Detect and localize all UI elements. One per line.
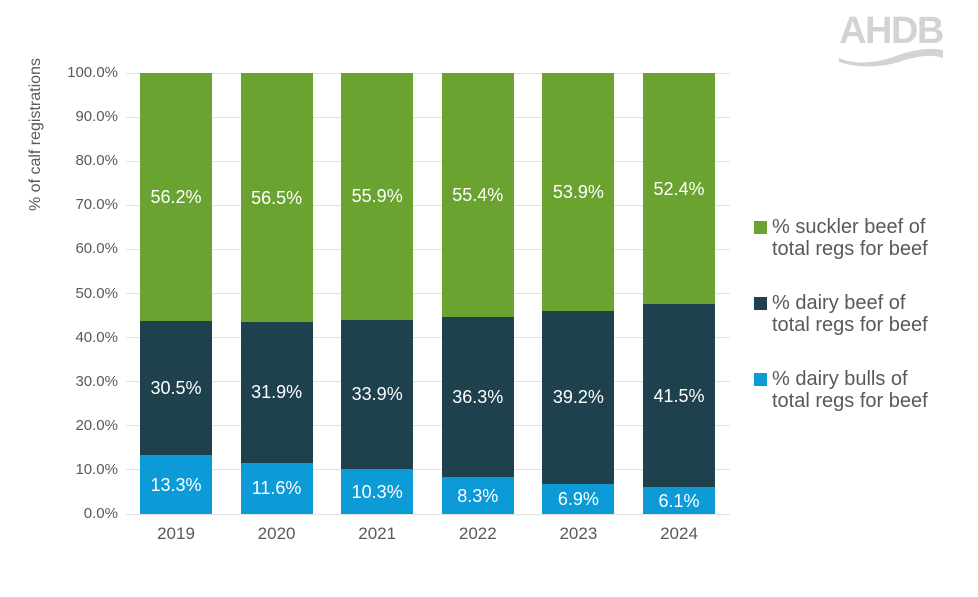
bar-2023: 53.9% 39.2% 6.9% bbox=[542, 73, 615, 514]
gridline bbox=[126, 381, 730, 383]
x-tick-label: 2024 bbox=[660, 524, 698, 543]
y-tick-label: 0.0% bbox=[83, 505, 118, 522]
x-tick-label: 2022 bbox=[458, 524, 497, 543]
legend-label: % suckler beef of total regs for beef bbox=[772, 216, 928, 260]
bar-segment: 30.5% bbox=[140, 320, 212, 456]
bar-segment-label: 56.2% bbox=[150, 186, 202, 207]
legend-label-line: % suckler beef of bbox=[772, 216, 926, 238]
y-tick-label: 100.0% bbox=[67, 64, 118, 81]
bar-segment-label: 55.4% bbox=[452, 185, 504, 206]
y-tick-label: 50.0% bbox=[75, 284, 118, 302]
gridline bbox=[126, 469, 730, 471]
legend-label-line: % dairy beef of bbox=[772, 292, 906, 314]
bar-segment-label: 36.3% bbox=[452, 387, 504, 408]
legend-label-line: % dairy bulls of bbox=[772, 368, 908, 390]
bar-segment-label: 39.2% bbox=[552, 387, 604, 408]
x-tick-label: 2019 bbox=[157, 524, 195, 543]
gridline bbox=[126, 204, 730, 206]
bar-segment: 55.4% bbox=[441, 73, 514, 318]
gridline bbox=[126, 248, 730, 250]
ahdb-logo: AHDB bbox=[836, 12, 946, 68]
bar-2024: 52.4% 41.5% 6.1% bbox=[643, 73, 715, 514]
gridline bbox=[126, 513, 730, 515]
ahdb-logo-text: AHDB bbox=[839, 10, 944, 52]
gridline bbox=[126, 160, 730, 162]
y-tick-label: 10.0% bbox=[75, 460, 118, 478]
bar-segment: 33.9% bbox=[341, 319, 414, 469]
y-tick-label: 30.0% bbox=[75, 372, 118, 390]
bar-2022: 55.4% 36.3% 8.3% bbox=[441, 73, 514, 514]
bar-segment-label: 41.5% bbox=[653, 385, 705, 406]
bar-segment: 39.2% bbox=[542, 310, 615, 484]
bar-segment-label: 6.9% bbox=[557, 488, 599, 509]
legend-label: % dairy beef of total regs for beef bbox=[772, 292, 928, 336]
y-tick-label: 40.0% bbox=[75, 328, 118, 346]
legend-item: % dairy beef of total regs for beef bbox=[754, 292, 928, 336]
bar-2019: 56.2% 30.5% 13.3% bbox=[140, 73, 212, 514]
bar-segment: 55.9% bbox=[341, 73, 414, 320]
bar-segment-label: 10.3% bbox=[351, 481, 403, 502]
gridline bbox=[126, 116, 730, 118]
x-tick-label: 2023 bbox=[559, 524, 598, 543]
bar-segment-label: 13.3% bbox=[150, 474, 202, 495]
bar-segment: 6.9% bbox=[542, 483, 615, 514]
bar-segment: 52.4% bbox=[643, 73, 715, 305]
legend-label-line: total regs for beef bbox=[772, 238, 928, 260]
bar-segment: 31.9% bbox=[240, 322, 313, 463]
bar-segment: 53.9% bbox=[542, 73, 615, 311]
legend-label-line: total regs for beef bbox=[772, 390, 928, 412]
legend-item: % suckler beef of total regs for beef bbox=[754, 216, 928, 260]
x-tick-label: 2020 bbox=[257, 524, 296, 543]
bar-segment-label: 33.9% bbox=[351, 384, 403, 405]
x-tick-label: 2021 bbox=[358, 524, 397, 543]
bar-segment: 10.3% bbox=[341, 469, 414, 514]
plot-area: 56.2% 30.5% 13.3% 56.5% 31.9% 11.6% 55.9% 33.9%… bbox=[126, 72, 730, 515]
bar-segment: 8.3% bbox=[441, 477, 514, 514]
bar-segment-label: 52.4% bbox=[653, 178, 705, 199]
gridline bbox=[126, 293, 730, 294]
legend-swatch bbox=[754, 297, 767, 310]
legend-label-line: total regs for beef bbox=[772, 314, 928, 336]
bar-segment-label: 6.1% bbox=[658, 490, 700, 511]
ahdb-swoosh-icon bbox=[839, 48, 943, 67]
bar-segment: 13.3% bbox=[140, 455, 212, 514]
legend-label: % dairy bulls of total regs for beef bbox=[772, 368, 928, 412]
bar-segment: 6.1% bbox=[643, 487, 715, 514]
gridline bbox=[126, 72, 730, 74]
bar-segment-label: 56.5% bbox=[251, 187, 303, 208]
bar-segment: 36.3% bbox=[441, 317, 514, 478]
bar-segment: 56.2% bbox=[140, 73, 212, 321]
bar-segment: 56.5% bbox=[240, 73, 313, 323]
y-tick-label: 70.0% bbox=[75, 196, 118, 214]
bar-segment-label: 11.6% bbox=[251, 478, 302, 499]
bar-segment-label: 8.3% bbox=[457, 485, 499, 506]
bar-2021: 55.9% 33.9% 10.3% bbox=[341, 73, 414, 514]
bar-2020: 56.5% 31.9% 11.6% bbox=[240, 73, 313, 514]
bar-segment-label: 53.9% bbox=[552, 181, 604, 202]
y-tick-label: 20.0% bbox=[75, 416, 118, 434]
bar-segment-label: 31.9% bbox=[251, 382, 303, 403]
gridline bbox=[126, 425, 730, 427]
y-tick-label: 90.0% bbox=[75, 108, 118, 126]
gridline bbox=[126, 337, 730, 339]
legend-swatch bbox=[754, 373, 767, 386]
y-tick-label: 60.0% bbox=[75, 240, 118, 258]
bar-segment: 11.6% bbox=[240, 462, 313, 514]
legend: % suckler beef of total regs for beef% da… bbox=[754, 216, 928, 412]
y-tick-labels: 0.0% 10.0% 20.0% 30.0% 40.0% 50.0% 60.0% 70.0% 8… bbox=[0, 0, 118, 597]
bar-segment: 41.5% bbox=[643, 304, 715, 488]
bar-segment-label: 30.5% bbox=[150, 378, 202, 399]
y-tick-label: 80.0% bbox=[75, 152, 118, 170]
legend-item: % dairy bulls of total regs for beef bbox=[754, 368, 928, 412]
legend-swatch bbox=[754, 221, 767, 234]
bar-segment-label: 55.9% bbox=[351, 186, 403, 207]
